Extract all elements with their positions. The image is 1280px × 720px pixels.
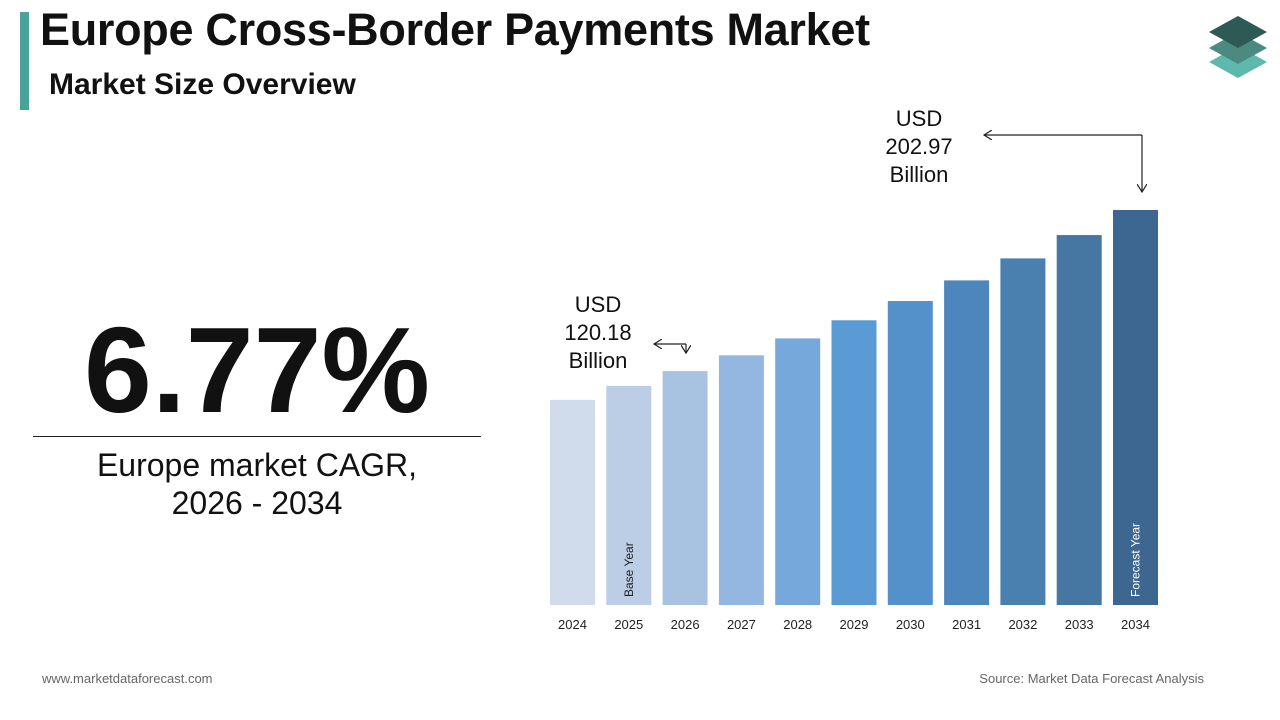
cagr-divider [33, 436, 481, 437]
callout-text: 120.18 [564, 320, 631, 345]
x-tick-label: 2030 [896, 617, 925, 632]
bars-layer [550, 210, 1158, 605]
cagr-value: 6.77% [84, 302, 430, 438]
x-tick-label: 2031 [952, 617, 981, 632]
bar-annotation: Forecast Year [1129, 523, 1143, 597]
bar-2033 [1056, 235, 1102, 605]
callout-text: USD [575, 292, 621, 317]
bar-annotation: Base Year [622, 542, 636, 597]
x-tick-label: 2029 [840, 617, 869, 632]
page-title: Europe Cross-Border Payments Market [40, 4, 870, 55]
footer-source: Source: Market Data Forecast Analysis [979, 671, 1204, 686]
x-tick-label: 2025 [614, 617, 643, 632]
callout-text: USD [896, 106, 942, 131]
title-accent-bar [20, 12, 29, 110]
bar-2032 [1000, 258, 1046, 605]
callout-text: Billion [569, 348, 628, 373]
bar-2034 [1113, 210, 1158, 605]
page-subtitle: Market Size Overview [49, 68, 356, 101]
x-tick-label: 2034 [1121, 617, 1150, 632]
x-tick-label: 2033 [1065, 617, 1094, 632]
bar-2025 [606, 385, 652, 605]
cagr-caption-line1: Europe market CAGR, [96, 447, 418, 483]
bar-2030 [887, 301, 933, 605]
bar-2024 [550, 399, 595, 605]
bar-2031 [944, 280, 990, 605]
x-tick-label: 2028 [783, 617, 812, 632]
bar-2026 [662, 371, 708, 605]
cagr-caption-line2: 2026 - 2034 [171, 485, 343, 521]
x-tick-label: 2027 [727, 617, 756, 632]
callouts-layer: USD 120.18 Billion USD 202.97 Billion [564, 106, 1142, 373]
x-tick-label: 2026 [671, 617, 700, 632]
callout-text: Billion [890, 162, 949, 187]
bar-2029 [831, 320, 877, 605]
footer-website: www.marketdataforecast.com [42, 671, 213, 686]
x-tick-label: 2024 [558, 617, 587, 632]
bar-2027 [718, 355, 764, 605]
bar-2028 [775, 338, 821, 605]
layers-icon [1209, 16, 1267, 78]
logo-layer-top [1209, 16, 1267, 48]
cagr-caption: Europe market CAGR, 2026 - 2034 [33, 446, 481, 522]
x-tick-label: 2032 [1008, 617, 1037, 632]
callout-text: 202.97 [885, 134, 952, 159]
labels-layer: 2024 2025 2026 2027 2028 2029 2030 2031 2032 2033… [558, 523, 1150, 632]
